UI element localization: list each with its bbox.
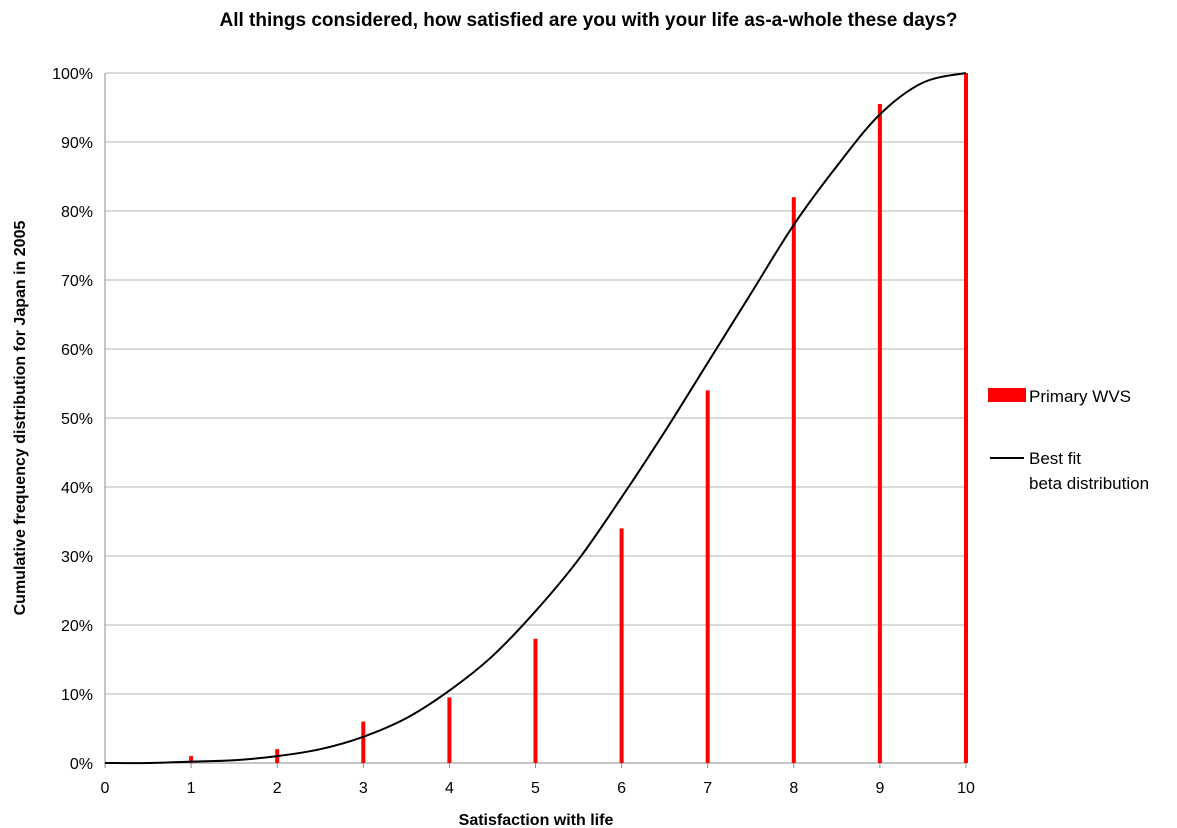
y-tick-label: 90% (61, 135, 93, 152)
bar (533, 638, 538, 763)
legend-label: Best fit (1029, 449, 1081, 468)
x-tick-label: 5 (531, 780, 540, 797)
y-tick-label: 100% (52, 66, 93, 83)
bar (619, 528, 624, 763)
y-tick-label: 70% (61, 273, 93, 290)
x-axis-label: Satisfaction with life (459, 812, 614, 828)
x-tick-label: 2 (273, 780, 282, 797)
chart-title: All things considered, how satisfied are… (219, 10, 958, 31)
bar (189, 756, 194, 763)
bar (877, 104, 882, 764)
x-tick-label: 9 (875, 780, 884, 797)
y-axis-label: Cumulative frequency distribution for Ja… (12, 221, 29, 616)
series-line (104, 72, 967, 765)
y-tick-label: 60% (61, 342, 93, 359)
x-tick-label: 1 (187, 780, 196, 797)
bar-series (189, 73, 968, 764)
x-tick-labels: 0 1 2 3 4 5 6 7 8 9 10 (101, 780, 975, 797)
legend-swatch-bar (988, 388, 1026, 402)
x-tick-label: 6 (617, 780, 626, 797)
y-tick-label: 40% (61, 480, 93, 497)
y-tick-label: 80% (61, 204, 93, 221)
y-tick-label: 50% (61, 411, 93, 428)
y-tick-label: 30% (61, 549, 93, 566)
bar (791, 197, 796, 763)
legend-label: beta distribution (1029, 474, 1149, 493)
x-tick-label: 4 (445, 780, 454, 797)
y-tick-label: 0% (70, 756, 93, 773)
x-tick-label: 0 (101, 780, 110, 797)
bar (705, 390, 710, 763)
bar (964, 73, 968, 763)
x-tick-label: 3 (359, 780, 368, 797)
legend-label: Primary WVS (1029, 387, 1131, 406)
y-tick-labels: 0% 10% 20% 30% 40% 50% 60% 70% 80% 90% 100% (52, 66, 93, 773)
bar (361, 721, 366, 763)
y-tick-label: 20% (61, 618, 93, 635)
bar (447, 697, 452, 763)
x-tick-label: 10 (957, 780, 975, 797)
y-tick-label: 10% (61, 687, 93, 704)
line-series (104, 72, 967, 765)
legend: Primary WVS Best fit beta distribution (988, 387, 1149, 493)
x-tick-label: 7 (703, 780, 712, 797)
x-tick-label: 8 (789, 780, 798, 797)
